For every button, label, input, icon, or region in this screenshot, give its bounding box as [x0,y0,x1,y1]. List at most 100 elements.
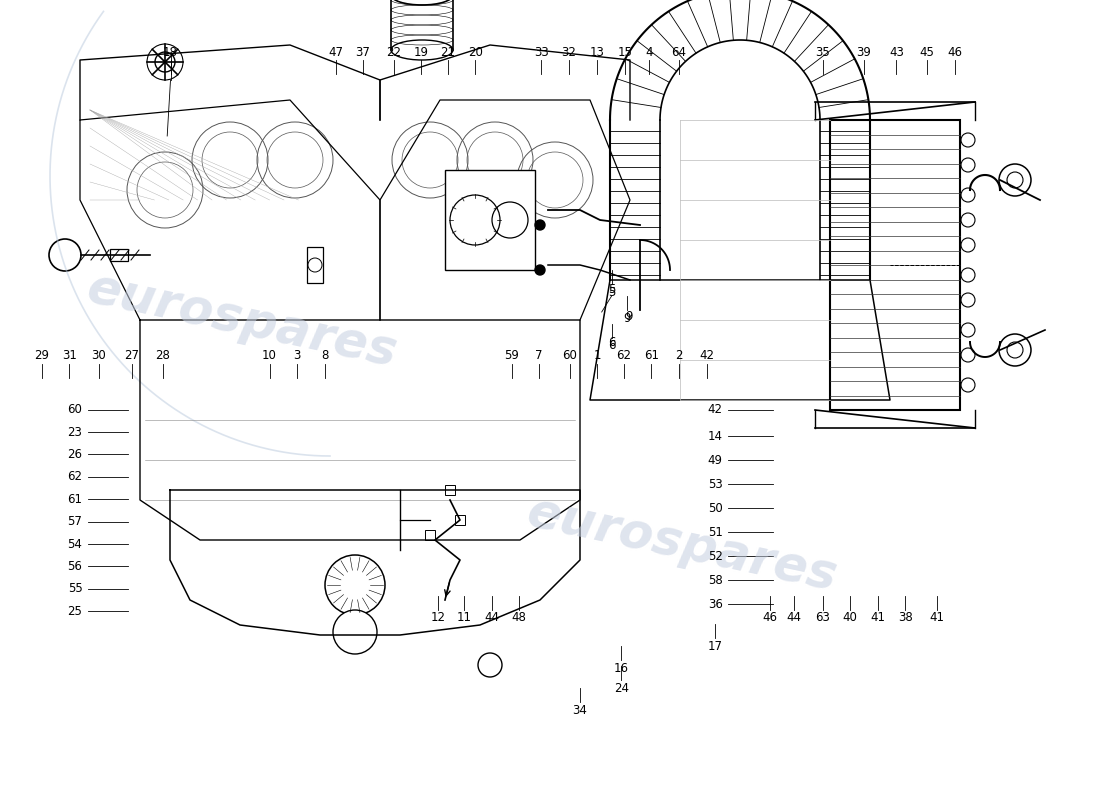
Text: 42: 42 [707,403,723,416]
Text: 59: 59 [504,350,519,362]
Circle shape [961,348,975,362]
Circle shape [961,213,975,227]
Circle shape [961,238,975,252]
Text: 44: 44 [786,611,802,624]
Text: 5: 5 [608,286,615,298]
Text: 56: 56 [67,560,82,573]
Circle shape [961,158,975,172]
Text: 64: 64 [671,46,686,58]
Text: 52: 52 [707,550,723,562]
Circle shape [961,323,975,337]
Text: 9: 9 [626,310,632,322]
Text: 42: 42 [700,350,715,362]
Text: 26: 26 [67,448,82,461]
Text: 47: 47 [328,46,343,58]
Circle shape [961,133,975,147]
Text: 2: 2 [675,350,682,362]
Text: 3: 3 [294,350,300,362]
Text: 19: 19 [414,46,429,58]
Text: 63: 63 [815,611,830,624]
Text: 30: 30 [91,350,107,362]
Text: 14: 14 [707,430,723,442]
Text: 12: 12 [430,611,446,624]
Text: 38: 38 [898,611,913,624]
Text: 16: 16 [614,662,629,674]
Text: 46: 46 [762,611,778,624]
Text: 61: 61 [644,350,659,362]
Text: 45: 45 [920,46,935,58]
Text: 9: 9 [624,312,630,325]
Text: 24: 24 [614,682,629,694]
Text: eurospares: eurospares [522,488,842,600]
Circle shape [155,52,175,72]
Bar [425,530,435,540]
Text: 61: 61 [67,493,82,506]
Text: 37: 37 [355,46,371,58]
Circle shape [999,164,1031,196]
Text: 33: 33 [534,46,549,58]
Text: 6: 6 [608,336,615,349]
Text: 35: 35 [815,46,830,58]
Circle shape [961,268,975,282]
Text: 32: 32 [561,46,576,58]
Text: 8: 8 [321,350,328,362]
Text: 1: 1 [594,350,601,362]
Circle shape [535,265,544,275]
Bar [446,170,535,270]
Text: 17: 17 [707,640,723,653]
Text: 48: 48 [512,611,527,624]
Text: 54: 54 [67,538,82,550]
Text: 55: 55 [68,582,82,595]
Text: 25: 25 [67,605,82,618]
Text: 34: 34 [572,704,587,717]
Bar [446,485,455,495]
Circle shape [961,293,975,307]
Text: 20: 20 [468,46,483,58]
Circle shape [308,258,322,272]
Text: 13: 13 [590,46,605,58]
Text: 21: 21 [440,46,455,58]
Circle shape [999,334,1031,366]
Text: 15: 15 [617,46,632,58]
Text: 23: 23 [67,426,82,438]
Circle shape [535,220,544,230]
Bar [830,120,960,410]
Text: 5: 5 [608,283,615,296]
Circle shape [961,378,975,392]
Ellipse shape [390,0,453,5]
Text: eurospares: eurospares [82,264,402,376]
Text: 50: 50 [708,502,723,514]
Circle shape [333,610,377,654]
Text: 28: 28 [155,350,170,362]
Text: 44: 44 [484,611,499,624]
Bar [455,515,465,525]
Bar [307,247,323,283]
Text: 60: 60 [67,403,82,416]
Text: 11: 11 [456,611,472,624]
Text: 18: 18 [163,46,178,58]
Text: 4: 4 [646,46,652,58]
Circle shape [50,239,81,271]
Circle shape [478,653,502,677]
Text: 31: 31 [62,350,77,362]
Text: 40: 40 [843,611,858,624]
Text: 27: 27 [124,350,140,362]
Text: 62: 62 [616,350,631,362]
Text: 39: 39 [856,46,871,58]
Text: 60: 60 [562,350,578,362]
Text: 29: 29 [34,350,50,362]
Text: 22: 22 [386,46,402,58]
Text: 53: 53 [708,478,723,490]
Text: 51: 51 [707,526,723,538]
Text: 6: 6 [608,339,615,352]
Text: 10: 10 [262,350,277,362]
Text: 46: 46 [947,46,962,58]
Circle shape [324,555,385,615]
Text: 57: 57 [67,515,82,528]
Text: 41: 41 [870,611,886,624]
Text: 43: 43 [889,46,904,58]
Text: 41: 41 [930,611,945,624]
Bar [110,249,128,261]
Text: 58: 58 [708,574,723,586]
Text: 49: 49 [707,454,723,466]
